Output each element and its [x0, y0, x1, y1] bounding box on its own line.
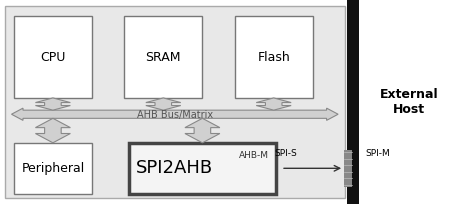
- Text: SRAM: SRAM: [145, 51, 181, 64]
- Text: SPI-S: SPI-S: [274, 149, 296, 158]
- Polygon shape: [256, 98, 291, 110]
- Bar: [124, 16, 202, 98]
- Text: Flash: Flash: [257, 51, 290, 64]
- Polygon shape: [11, 108, 337, 120]
- Bar: [343, 150, 352, 187]
- Text: AHB Bus/Matrix: AHB Bus/Matrix: [136, 110, 213, 120]
- Text: Peripheral: Peripheral: [21, 162, 84, 175]
- Polygon shape: [146, 98, 180, 110]
- Text: External
Host: External Host: [379, 88, 438, 116]
- Bar: [14, 16, 92, 98]
- Bar: [14, 143, 92, 194]
- Polygon shape: [185, 118, 219, 143]
- Text: AHB-M: AHB-M: [239, 151, 269, 160]
- Polygon shape: [35, 118, 70, 143]
- Bar: [234, 16, 312, 98]
- Bar: [5, 6, 344, 198]
- Bar: [347, 0, 358, 204]
- Text: SPI2AHB: SPI2AHB: [136, 159, 213, 177]
- Polygon shape: [35, 98, 70, 110]
- Bar: [129, 143, 275, 194]
- Text: CPU: CPU: [40, 51, 66, 64]
- Text: SPI-M: SPI-M: [365, 149, 390, 158]
